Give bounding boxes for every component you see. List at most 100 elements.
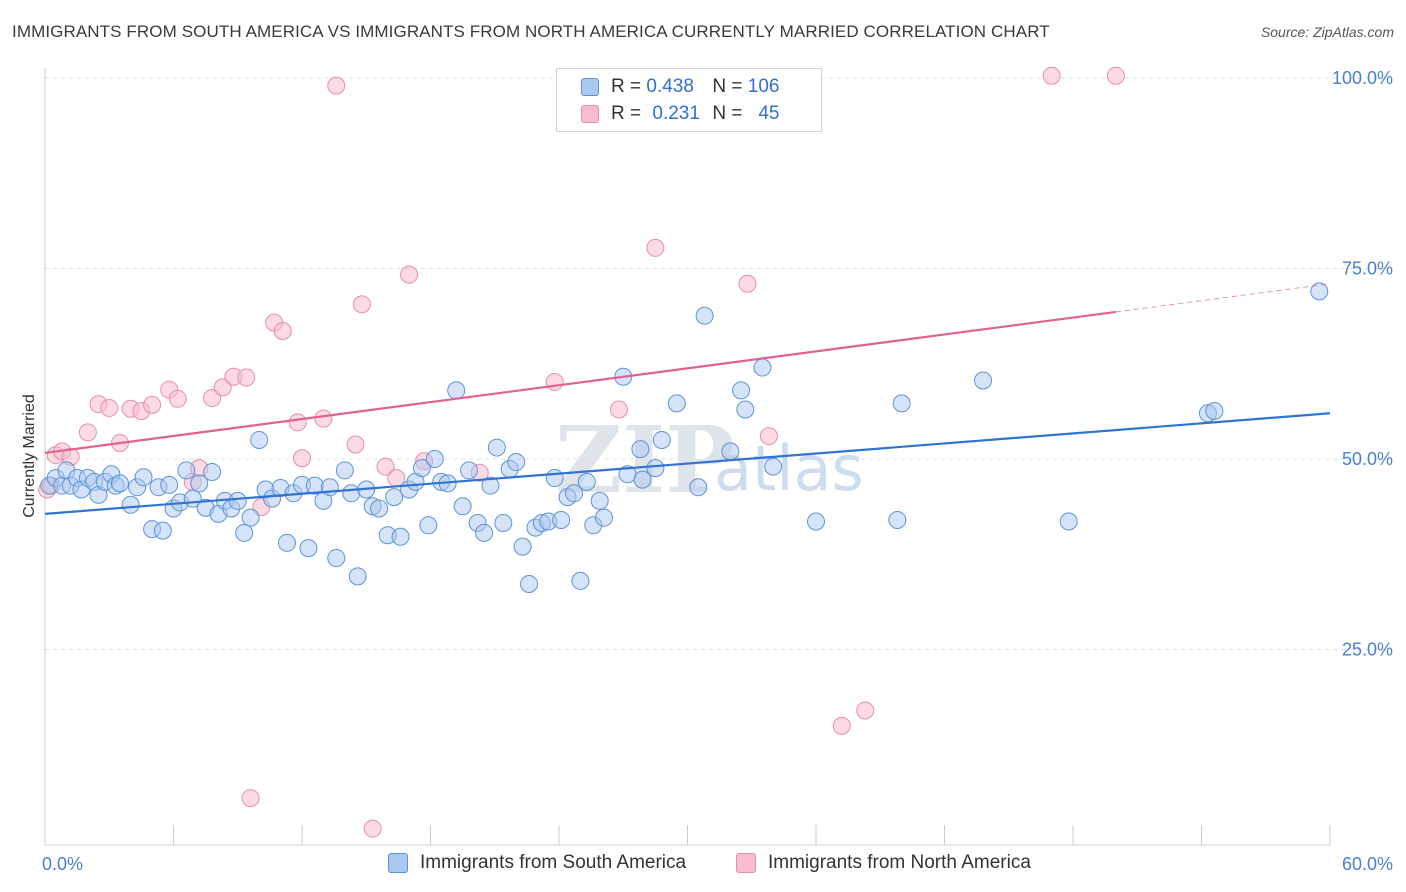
data-point-north-america bbox=[346, 435, 365, 454]
data-point-south-america bbox=[320, 478, 339, 497]
y-tick-label: 50.0% bbox=[1342, 449, 1393, 469]
data-point-south-america bbox=[278, 533, 297, 552]
data-point-north-america bbox=[213, 378, 232, 397]
series-north-america bbox=[38, 66, 1125, 838]
data-point-south-america bbox=[475, 523, 494, 542]
legend-n-label: N = bbox=[712, 76, 743, 97]
legend-r-value-south: 0.438 bbox=[646, 76, 694, 97]
data-point-south-america bbox=[652, 430, 671, 449]
data-point-south-america bbox=[646, 459, 665, 478]
data-point-south-america bbox=[1205, 401, 1224, 420]
data-point-north-america bbox=[288, 413, 307, 432]
data-point-south-america bbox=[633, 470, 652, 489]
bottom-legend-south: Immigrants from South America bbox=[388, 852, 686, 874]
data-point-south-america bbox=[507, 453, 526, 472]
data-point-north-america bbox=[363, 819, 382, 838]
data-point-north-america bbox=[143, 395, 162, 414]
data-point-south-america bbox=[348, 567, 367, 586]
data-point-south-america bbox=[228, 491, 247, 510]
data-point-south-america bbox=[590, 491, 609, 510]
legend-r-label: R = bbox=[611, 103, 642, 124]
data-point-south-america bbox=[764, 457, 783, 476]
data-point-south-america bbox=[250, 430, 269, 449]
data-point-north-america bbox=[314, 409, 333, 428]
data-point-north-america bbox=[832, 716, 851, 735]
data-point-south-america bbox=[419, 516, 438, 535]
y-tick-label: 75.0% bbox=[1342, 259, 1393, 279]
legend-r-value-north: 0.231 bbox=[652, 103, 700, 124]
data-point-south-america bbox=[177, 461, 196, 480]
legend-r-label: R = bbox=[611, 76, 642, 97]
data-point-south-america bbox=[736, 400, 755, 419]
data-point-north-america bbox=[400, 265, 419, 284]
trend-line-north-america-extension bbox=[1115, 283, 1331, 313]
series-south-america bbox=[40, 282, 1329, 593]
data-point-south-america bbox=[370, 499, 389, 518]
y-tick-label: 100.0% bbox=[1332, 68, 1393, 88]
data-point-north-america bbox=[376, 457, 395, 476]
data-point-south-america bbox=[121, 495, 140, 514]
data-point-south-america bbox=[134, 468, 153, 487]
watermark-zip: ZIP bbox=[555, 406, 734, 514]
data-point-north-america bbox=[1106, 66, 1125, 85]
tick-labels: 25.0% 50.0% 75.0% 100.0% 0.0% 60.0% bbox=[42, 68, 1393, 874]
watermark-atlas: atlas bbox=[714, 432, 864, 505]
data-point-north-america bbox=[203, 389, 222, 408]
data-point-south-america bbox=[1310, 282, 1329, 301]
legend-swatch-south bbox=[581, 78, 599, 96]
data-point-south-america bbox=[552, 510, 571, 529]
grid-lines bbox=[45, 77, 1392, 650]
legend-row-north: R = 0.231 N = 45 bbox=[557, 101, 779, 127]
data-point-south-america bbox=[564, 484, 583, 503]
y-axis-label: Currently Married bbox=[21, 394, 38, 518]
data-point-south-america bbox=[203, 462, 222, 481]
data-point-north-america bbox=[168, 389, 187, 408]
data-point-south-america bbox=[667, 394, 686, 413]
data-point-south-america bbox=[241, 508, 260, 527]
data-point-south-america bbox=[487, 438, 506, 457]
data-point-north-america bbox=[327, 76, 346, 95]
data-point-south-america bbox=[571, 571, 590, 590]
data-point-north-america bbox=[759, 427, 778, 446]
data-point-north-america bbox=[273, 321, 292, 340]
data-point-south-america bbox=[513, 537, 532, 556]
correlation-legend: R = 0.438 N = 106 R = 0.231 N = 45 bbox=[556, 68, 822, 132]
data-point-south-america bbox=[335, 461, 354, 480]
data-point-south-america bbox=[235, 523, 254, 542]
data-point-south-america bbox=[412, 459, 431, 478]
data-point-south-america bbox=[892, 394, 911, 413]
x-tick-label: 60.0% bbox=[1342, 854, 1393, 874]
legend-row-south: R = 0.438 N = 106 bbox=[557, 74, 779, 100]
data-point-south-america bbox=[299, 539, 318, 558]
data-point-south-america bbox=[1059, 512, 1078, 531]
data-point-south-america bbox=[460, 461, 479, 480]
data-point-north-america bbox=[100, 398, 119, 417]
data-point-north-america bbox=[609, 400, 628, 419]
data-point-south-america bbox=[342, 484, 361, 503]
axes bbox=[44, 68, 1331, 846]
data-point-south-america bbox=[721, 442, 740, 461]
data-point-south-america bbox=[327, 549, 346, 568]
data-point-north-america bbox=[856, 701, 875, 720]
data-point-north-america bbox=[293, 449, 311, 468]
data-point-south-america bbox=[385, 488, 404, 507]
y-tick-label: 25.0% bbox=[1342, 640, 1393, 660]
data-point-south-america bbox=[447, 381, 466, 400]
legend-n-value-north: 45 bbox=[758, 103, 780, 124]
data-point-south-america bbox=[453, 497, 472, 516]
data-point-north-america bbox=[1042, 66, 1061, 85]
data-point-south-america bbox=[577, 472, 596, 491]
data-point-south-america bbox=[974, 371, 993, 390]
data-point-south-america bbox=[110, 474, 129, 493]
legend-n-value-south: 106 bbox=[747, 76, 780, 97]
data-point-south-america bbox=[888, 510, 907, 529]
source-label: Source: ZipAtlas.com bbox=[1260, 24, 1394, 40]
data-point-south-america bbox=[594, 508, 613, 527]
data-point-north-america bbox=[352, 295, 371, 314]
data-point-south-america bbox=[545, 469, 564, 488]
data-point-north-america bbox=[646, 238, 665, 257]
data-point-south-america bbox=[160, 475, 179, 494]
data-point-south-america bbox=[494, 514, 513, 533]
data-point-north-america bbox=[545, 373, 564, 392]
